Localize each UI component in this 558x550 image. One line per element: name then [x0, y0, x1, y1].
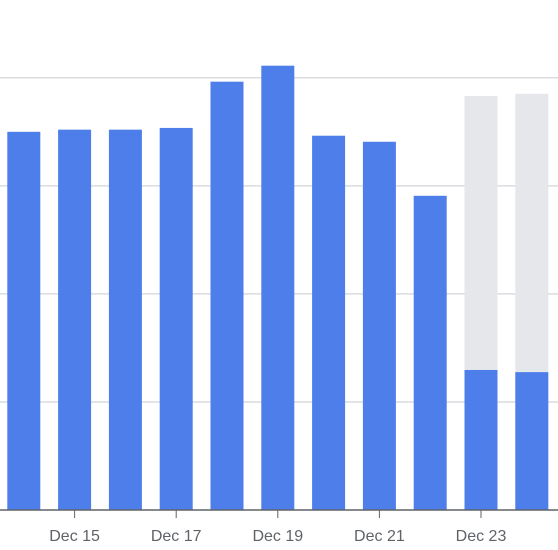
bar	[515, 372, 549, 510]
bar	[108, 129, 142, 510]
bar	[261, 65, 295, 510]
x-tick-label: Dec 23	[456, 528, 507, 545]
bar	[210, 81, 244, 511]
x-tick-label: Dec 15	[49, 528, 100, 545]
bar	[413, 195, 447, 510]
bar	[7, 131, 41, 511]
bar	[464, 369, 498, 510]
bar	[58, 129, 92, 510]
bar	[159, 127, 193, 511]
bar	[362, 141, 396, 511]
x-tick-label: Dec 19	[252, 528, 303, 545]
bar	[312, 135, 346, 511]
x-tick-label: Dec 21	[354, 528, 405, 545]
x-tick-label: Dec 17	[151, 528, 202, 545]
